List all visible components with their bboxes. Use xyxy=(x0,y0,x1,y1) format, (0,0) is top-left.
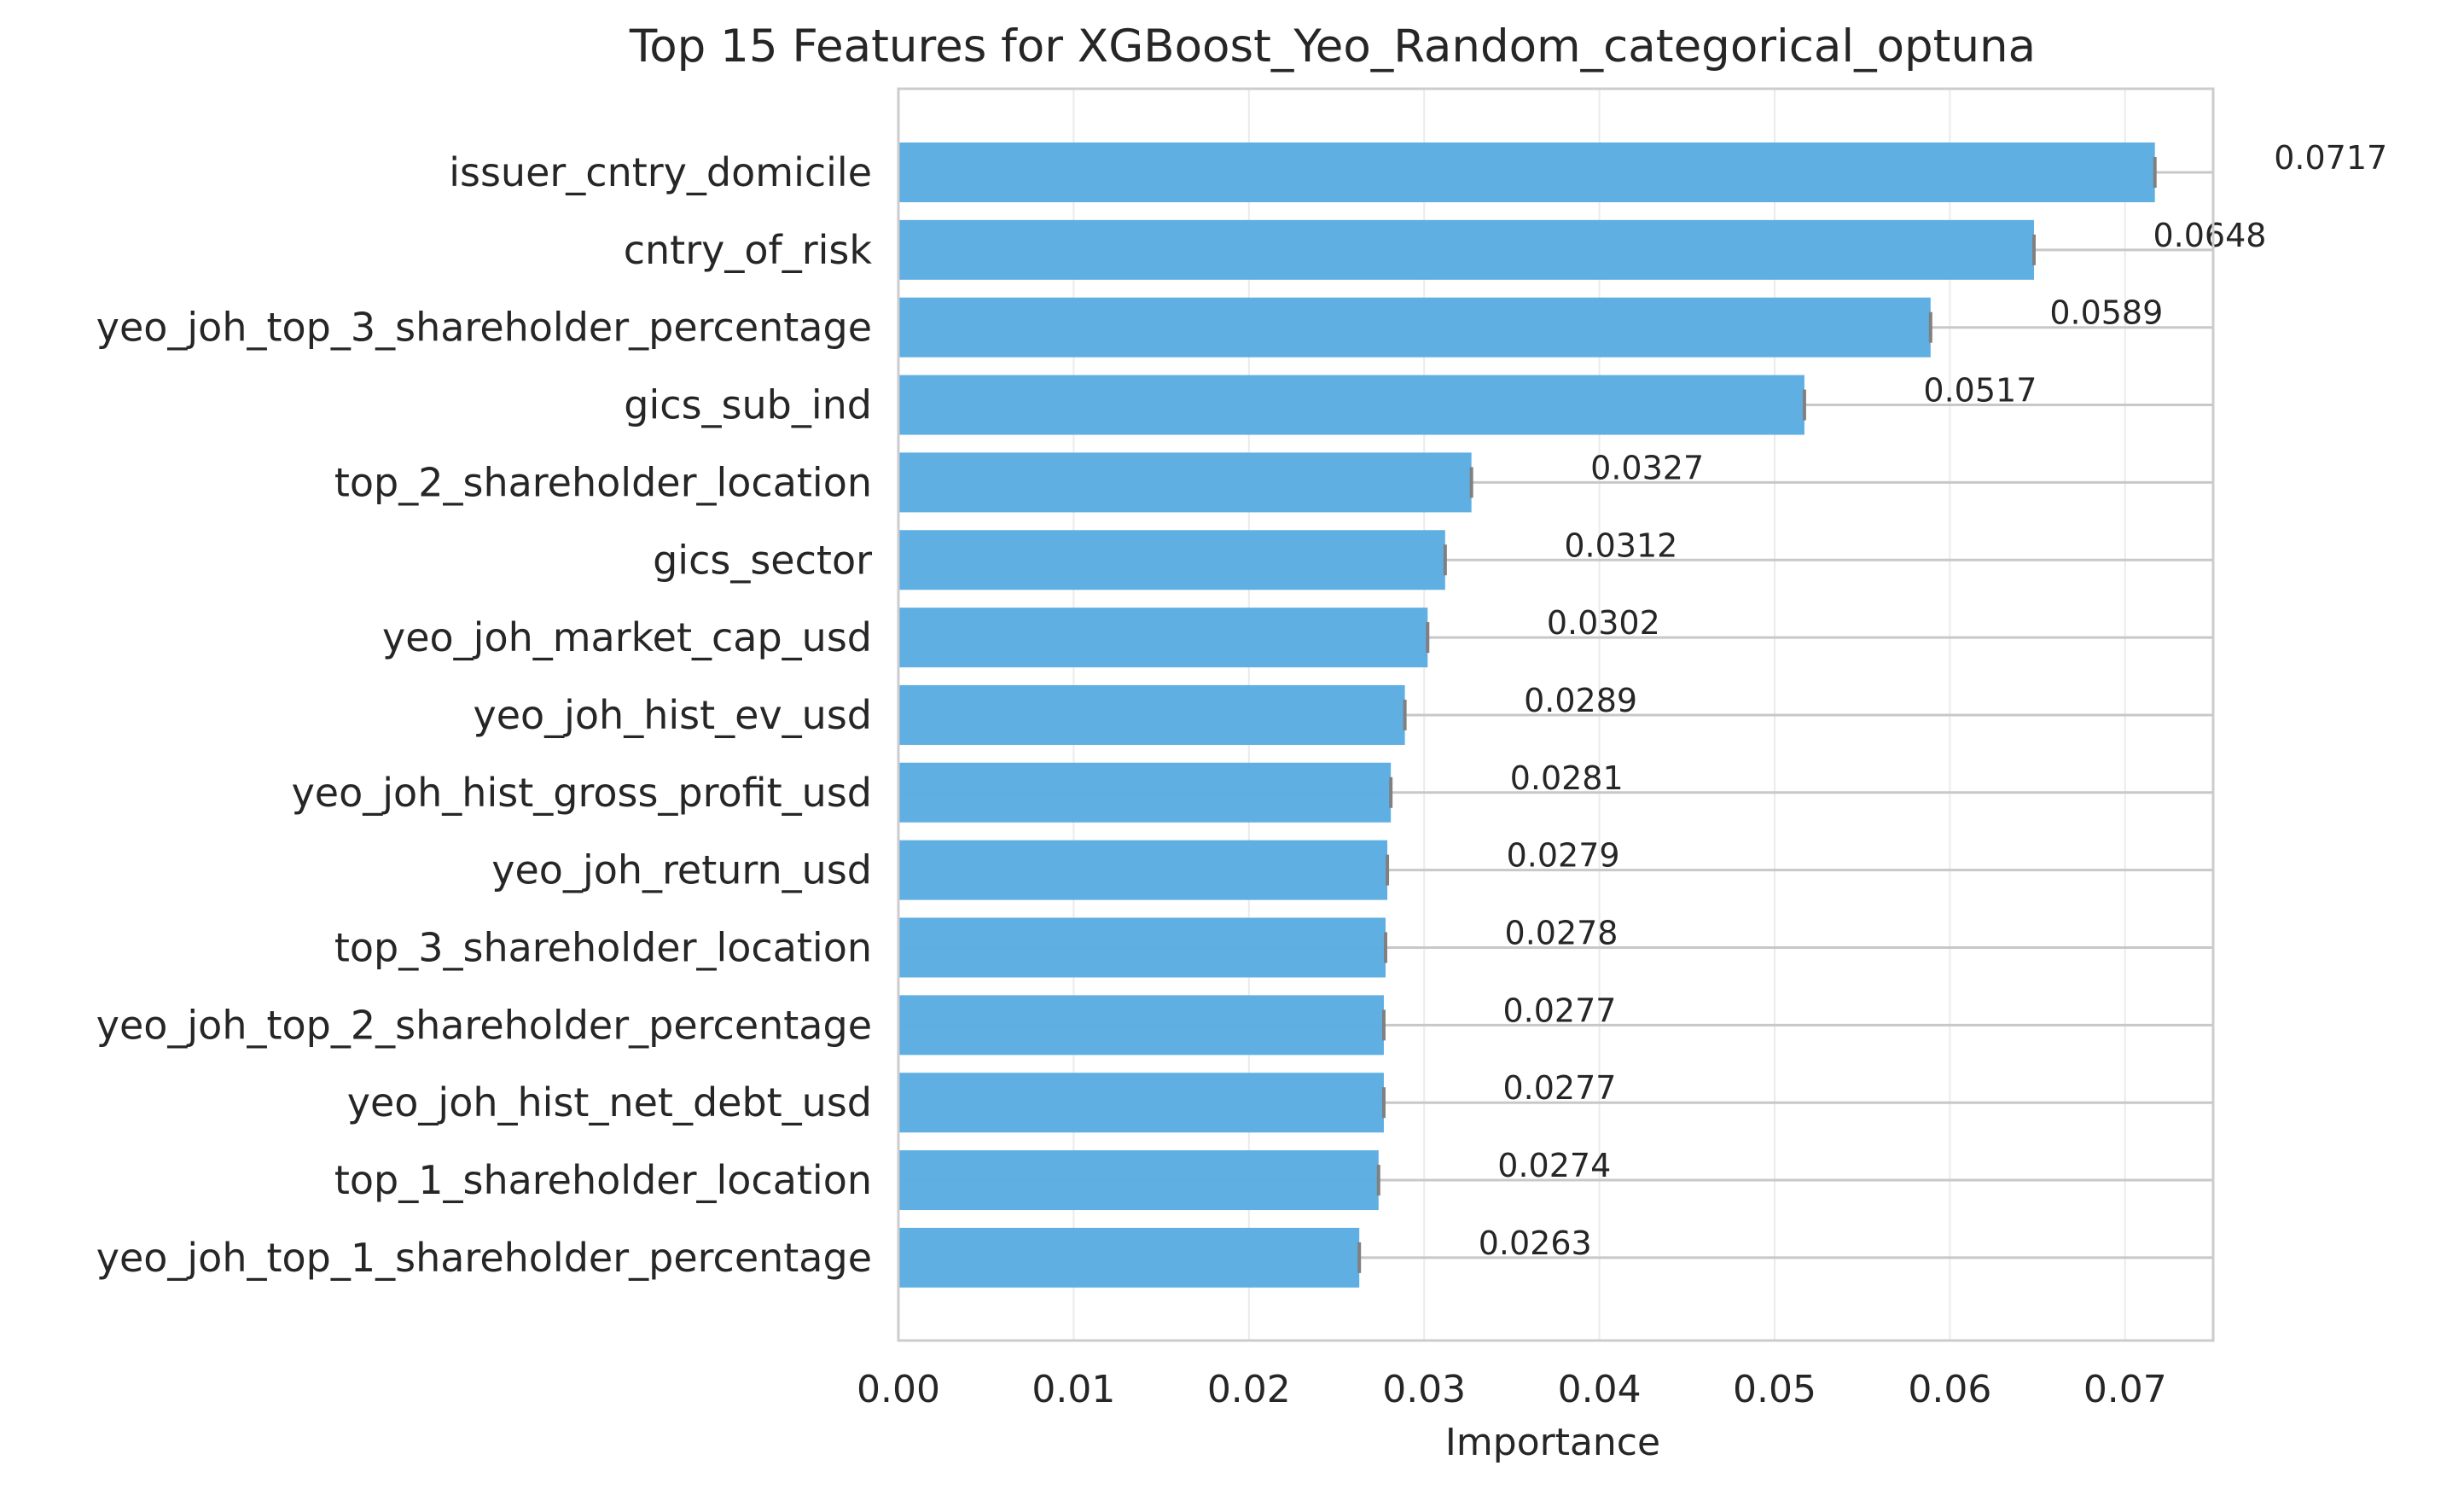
value-label: 0.0302 xyxy=(1547,604,1660,642)
x-tick-label: 0.06 xyxy=(1908,1368,1991,1411)
value-label: 0.0281 xyxy=(1510,759,1624,797)
value-label: 0.0648 xyxy=(2153,217,2267,254)
value-label: 0.0589 xyxy=(2049,294,2163,332)
bar xyxy=(898,452,1472,512)
y-tick-label: yeo_joh_hist_gross_profit_usd xyxy=(292,770,872,816)
y-tick-label: yeo_joh_top_3_shareholder_percentage xyxy=(96,305,872,351)
x-tick-label: 0.05 xyxy=(1733,1368,1816,1411)
x-axis-label: Importance xyxy=(1445,1421,1660,1464)
y-tick-label: top_3_shareholder_location xyxy=(334,925,872,971)
x-tick-label: 0.04 xyxy=(1558,1368,1642,1411)
y-tick-label: yeo_joh_top_1_shareholder_percentage xyxy=(96,1235,872,1281)
y-tick-label: yeo_joh_top_2_shareholder_percentage xyxy=(96,1002,872,1048)
bar xyxy=(898,840,1387,900)
x-tick-label: 0.00 xyxy=(857,1368,940,1411)
y-tick-label: gics_sector xyxy=(653,537,872,583)
value-label: 0.0279 xyxy=(1507,837,1620,875)
value-label: 0.0312 xyxy=(1564,526,1677,564)
value-label: 0.0517 xyxy=(1923,372,2037,410)
bar xyxy=(898,530,1445,590)
y-tick-label: issuer_cntry_domicile xyxy=(449,149,872,195)
y-tick-label: yeo_joh_hist_net_debt_usd xyxy=(347,1079,872,1125)
y-tick-label: gics_sub_ind xyxy=(624,382,872,428)
bar xyxy=(898,1228,1359,1288)
x-tick-label: 0.02 xyxy=(1207,1368,1291,1411)
bar xyxy=(898,995,1384,1055)
bar xyxy=(898,1073,1384,1132)
y-tick-label: yeo_joh_hist_ev_usd xyxy=(473,692,872,738)
bar xyxy=(898,220,2034,280)
value-label: 0.0289 xyxy=(1524,682,1637,719)
value-label: 0.0263 xyxy=(1479,1224,1592,1262)
bar xyxy=(898,685,1405,745)
value-label: 0.0327 xyxy=(1590,449,1704,486)
x-tick-label: 0.03 xyxy=(1382,1368,1466,1411)
value-label: 0.0277 xyxy=(1502,992,1616,1029)
chart-title: Top 15 Features for XGBoost_Yeo_Random_c… xyxy=(629,20,2036,73)
bar xyxy=(898,763,1391,823)
bar xyxy=(898,918,1386,978)
value-label: 0.0277 xyxy=(1502,1069,1616,1107)
bar xyxy=(898,143,2155,202)
y-tick-label: top_1_shareholder_location xyxy=(334,1157,872,1203)
bar xyxy=(898,608,1427,667)
bar xyxy=(898,298,1931,358)
bar xyxy=(898,1150,1379,1210)
x-tick-label: 0.07 xyxy=(2083,1368,2167,1411)
y-tick-label: yeo_joh_market_cap_usd xyxy=(382,614,872,660)
y-tick-label: cntry_of_risk xyxy=(624,227,873,273)
value-label: 0.0274 xyxy=(1497,1147,1611,1184)
value-label: 0.0717 xyxy=(2274,139,2387,177)
bar xyxy=(898,375,1804,435)
y-tick-label: top_2_shareholder_location xyxy=(334,459,872,505)
x-tick-label: 0.01 xyxy=(1032,1368,1115,1411)
y-tick-label: yeo_joh_return_usd xyxy=(491,847,872,893)
value-label: 0.0278 xyxy=(1505,915,1618,952)
